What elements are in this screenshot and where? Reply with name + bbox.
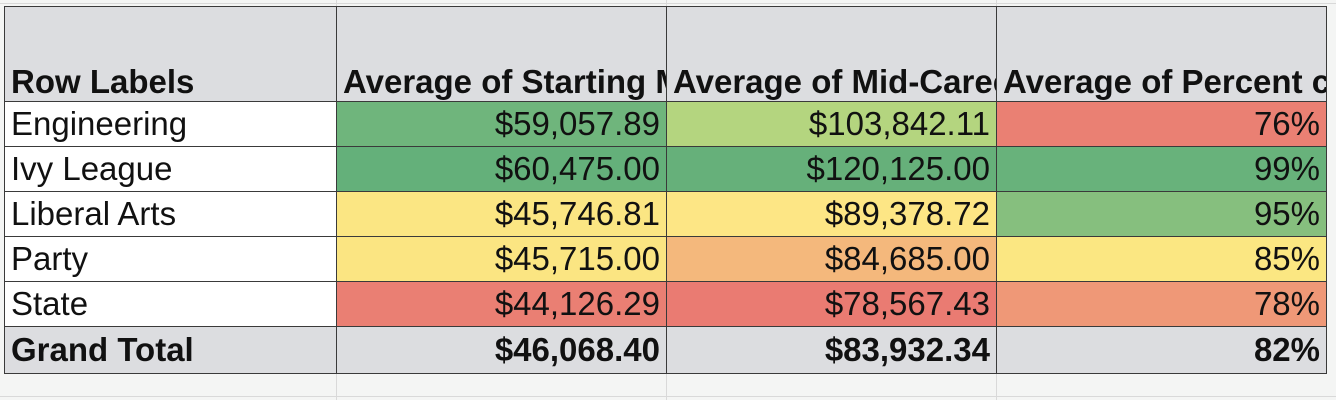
percent-change-cell[interactable]: 76% [996,101,1327,147]
row-label-cell[interactable]: Party [4,236,337,282]
percent-change-cell[interactable]: 78% [996,281,1327,327]
gridline [0,3,1336,4]
percent-change-cell[interactable]: 95% [996,191,1327,237]
mid-career-median-cell[interactable]: $103,842.11 [666,101,997,147]
row-label-cell[interactable]: Ivy League [4,146,337,192]
percent-change-cell[interactable]: 99% [996,146,1327,192]
mid-career-median-cell[interactable]: $84,685.00 [666,236,997,282]
pivot-table: Row Labels Average of Starting Median Av… [4,6,1327,374]
grand-total-mid-career-median[interactable]: $83,932.34 [666,326,997,374]
table-row: Engineering $59,057.89 $103,842.11 76% [4,101,1327,147]
grand-total-row: Grand Total $46,068.40 $83,932.34 82% [4,326,1327,374]
starting-median-cell[interactable]: $45,715.00 [336,236,667,282]
row-label-cell[interactable]: Liberal Arts [4,191,337,237]
grand-total-percent-change[interactable]: 82% [996,326,1327,374]
header-row: Row Labels Average of Starting Median Av… [4,6,1327,102]
table-row: Liberal Arts $45,746.81 $89,378.72 95% [4,191,1327,237]
starting-median-cell[interactable]: $59,057.89 [336,101,667,147]
gridline [0,396,1336,397]
header-row-labels[interactable]: Row Labels [4,6,337,102]
starting-median-cell[interactable]: $60,475.00 [336,146,667,192]
starting-median-cell[interactable]: $44,126.29 [336,281,667,327]
table-row: State $44,126.29 $78,567.43 78% [4,281,1327,327]
row-label-cell[interactable]: State [4,281,337,327]
header-average-mid-career-median[interactable]: Average of Mid-Career Median [666,6,997,102]
table-row: Party $45,715.00 $84,685.00 85% [4,236,1327,282]
mid-career-median-cell[interactable]: $120,125.00 [666,146,997,192]
mid-career-median-cell[interactable]: $89,378.72 [666,191,997,237]
row-label-cell[interactable]: Engineering [4,101,337,147]
header-average-percent-change[interactable]: Average of Percent change [996,6,1327,102]
table-row: Ivy League $60,475.00 $120,125.00 99% [4,146,1327,192]
header-average-starting-median[interactable]: Average of Starting Median [336,6,667,102]
mid-career-median-cell[interactable]: $78,567.43 [666,281,997,327]
starting-median-cell[interactable]: $45,746.81 [336,191,667,237]
grand-total-starting-median[interactable]: $46,068.40 [336,326,667,374]
percent-change-cell[interactable]: 85% [996,236,1327,282]
grand-total-label[interactable]: Grand Total [4,326,337,374]
